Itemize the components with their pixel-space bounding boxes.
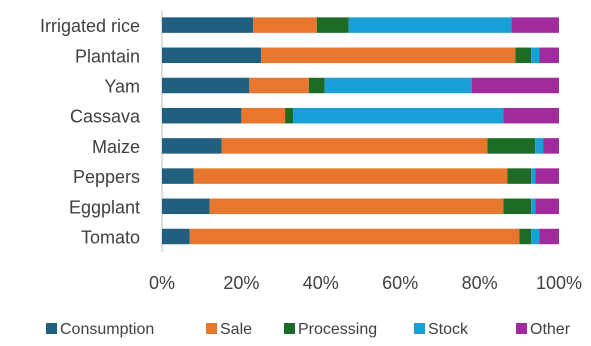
legend: Consumption Sale Processing Stock Other [46, 321, 571, 338]
x-tick-label: 80% [462, 273, 498, 293]
category-label: Plantain [75, 46, 140, 66]
category-label: Maize [92, 137, 140, 157]
bar-segment-stock [531, 198, 536, 215]
bar-segment-sale [193, 168, 508, 184]
category-label: Peppers [73, 167, 140, 187]
bar-segment-consumption [162, 138, 222, 154]
bar-segment-other [539, 47, 559, 64]
legend-item-stock: Stock [414, 321, 469, 338]
category-label: Cassava [70, 107, 141, 127]
legend-label: Sale [220, 321, 252, 338]
category-label: Eggplant [69, 197, 140, 217]
legend-item-consumption: Consumption [46, 321, 154, 338]
legend-label: Other [530, 321, 571, 338]
legend-swatch [414, 323, 425, 334]
legend-swatch [516, 323, 527, 334]
bar-segment-consumption [162, 77, 250, 94]
x-tick-label: 20% [223, 273, 259, 293]
bar-segment-processing [487, 138, 536, 154]
bar-segment-stock [348, 17, 512, 33]
bar-segment-sale [221, 138, 488, 154]
bar-segment-processing [515, 47, 532, 64]
bar-segment-consumption [162, 47, 262, 64]
bar-segment-other [471, 77, 559, 94]
bar-segment-consumption [162, 168, 194, 184]
bar-segment-sale [189, 228, 520, 245]
bar-segment-other [543, 138, 559, 154]
bar-segment-stock [324, 77, 472, 94]
x-tick-label: 0% [149, 273, 175, 293]
legend-label: Consumption [60, 321, 154, 338]
bar-segment-stock [531, 228, 540, 245]
bar-segment-processing [507, 168, 532, 184]
bar-segment-processing [316, 17, 349, 33]
legend-swatch [206, 323, 217, 334]
bar-segment-consumption [162, 17, 254, 33]
bar-segment-consumption [162, 198, 210, 215]
bar-segment-processing [503, 198, 532, 215]
bar-segment-other [535, 168, 559, 184]
bar-segment-sale [253, 17, 317, 33]
bar-segment-sale [241, 107, 286, 124]
bar-segment-processing [285, 107, 294, 124]
legend-swatch [284, 323, 295, 334]
bar-segment-other [503, 107, 559, 124]
legend-item-sale: Sale [206, 321, 252, 338]
category-label: Yam [104, 77, 140, 97]
bar-segment-sale [261, 47, 516, 64]
legend-label: Stock [428, 321, 469, 338]
legend-item-processing: Processing [284, 321, 377, 338]
bar-segment-other [511, 17, 559, 33]
bar-segment-processing [519, 228, 532, 245]
legend-swatch [46, 323, 57, 334]
x-tick-label: 60% [382, 273, 418, 293]
bar-segment-other [535, 198, 559, 215]
bar-segment-consumption [162, 228, 190, 245]
category-label: Irrigated rice [40, 16, 140, 36]
category-label: Tomato [81, 228, 140, 248]
x-tick-labels: 0% 20% 40% 60% 80% 100% [149, 273, 582, 293]
bar-segment-other [539, 228, 559, 245]
bar-segment-stock [531, 47, 540, 64]
category-labels: Irrigated rice Plantain Yam Cassava Maize Pep… [40, 16, 141, 247]
bar-segment-sale [249, 77, 309, 94]
x-tick-label: 100% [536, 273, 582, 293]
bar-segment-stock [531, 168, 536, 184]
legend-item-other: Other [516, 321, 571, 338]
bar-segment-stock [535, 138, 544, 154]
x-tick-label: 40% [303, 273, 339, 293]
bar-segment-consumption [162, 107, 242, 124]
bar-segment-processing [308, 77, 325, 94]
bar-segment-sale [209, 198, 504, 215]
bar-segment-stock [293, 107, 504, 124]
bars-group [162, 17, 559, 245]
legend-label: Processing [298, 321, 377, 338]
